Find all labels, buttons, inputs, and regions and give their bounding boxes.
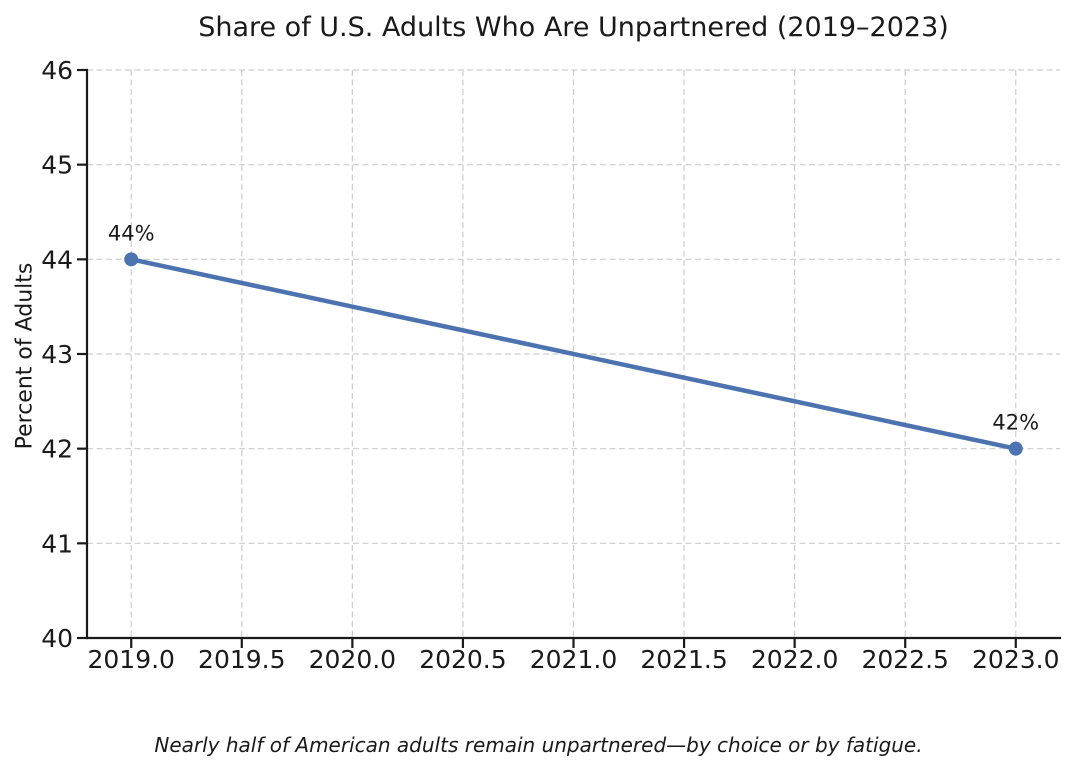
y-tick-label: 46 (41, 56, 73, 85)
x-tick-label: 2021.0 (530, 645, 617, 674)
data-point-marker (124, 252, 139, 267)
y-tick-label: 44 (41, 245, 73, 274)
x-tick-label: 2022.5 (861, 645, 948, 674)
y-tick-label: 41 (41, 529, 73, 558)
x-tick-label: 2022.0 (751, 645, 838, 674)
data-point-label: 42% (992, 411, 1039, 435)
y-tick-label: 40 (41, 624, 73, 653)
x-tick-label: 2023.0 (972, 645, 1059, 674)
x-tick-label: 2019.0 (87, 645, 174, 674)
y-tick-label: 42 (41, 435, 73, 464)
data-point-marker (1008, 441, 1023, 456)
chart-title: Share of U.S. Adults Who Are Unpartnered… (198, 12, 949, 43)
y-tick-label: 43 (41, 340, 73, 369)
chart-caption: Nearly half of American adults remain un… (154, 733, 923, 757)
x-tick-label: 2020.5 (419, 645, 506, 674)
x-tick-label: 2020.0 (309, 645, 396, 674)
data-line (128, 257, 1019, 451)
data-point-label: 44% (108, 221, 155, 245)
x-tick-label: 2019.5 (198, 645, 285, 674)
x-tick-label: 2021.5 (640, 645, 727, 674)
y-tick-label: 45 (41, 151, 73, 180)
